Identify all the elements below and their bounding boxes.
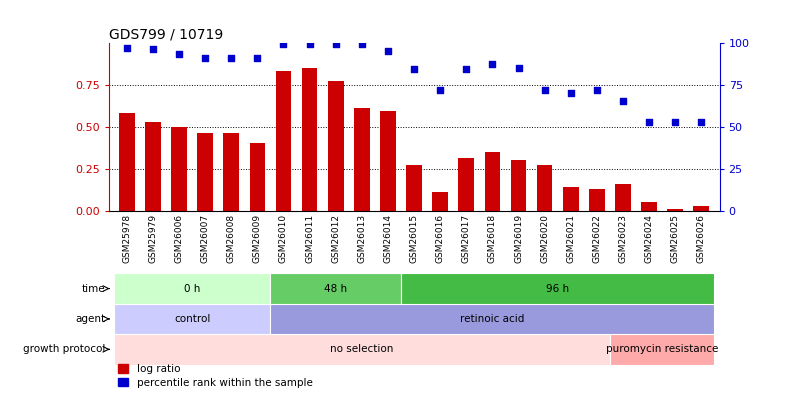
Text: GSM26025: GSM26025: [670, 214, 679, 263]
Bar: [223, 133, 238, 211]
Text: control: control: [173, 314, 210, 324]
Point: [146, 46, 159, 53]
Point: [407, 66, 420, 72]
Bar: [666, 209, 683, 211]
Bar: [270, 304, 714, 334]
Point: [277, 41, 290, 47]
Text: GSM26026: GSM26026: [696, 214, 705, 263]
Text: GSM26020: GSM26020: [540, 214, 548, 263]
Legend: log ratio, percentile rank within the sample: log ratio, percentile rank within the sa…: [113, 360, 316, 392]
Text: no selection: no selection: [330, 344, 393, 354]
Bar: [328, 81, 343, 211]
Point: [173, 51, 185, 58]
Text: GSM26015: GSM26015: [409, 214, 418, 263]
Point: [303, 41, 316, 47]
Point: [668, 118, 681, 125]
Bar: [614, 184, 630, 211]
Bar: [119, 113, 134, 211]
Bar: [484, 152, 499, 211]
Bar: [171, 126, 186, 211]
Text: GSM26013: GSM26013: [357, 214, 366, 263]
Bar: [197, 133, 213, 211]
Point: [251, 54, 263, 61]
Text: 96 h: 96 h: [545, 284, 569, 294]
Point: [642, 118, 654, 125]
Point: [537, 86, 550, 93]
Text: growth protocol: growth protocol: [23, 344, 105, 354]
Point: [225, 54, 238, 61]
Text: GSM26023: GSM26023: [618, 214, 626, 263]
Text: GSM26016: GSM26016: [435, 214, 444, 263]
Bar: [275, 71, 291, 211]
Point: [355, 41, 368, 47]
Text: GSM26009: GSM26009: [253, 214, 262, 263]
Bar: [380, 111, 395, 211]
Text: GSM26018: GSM26018: [487, 214, 496, 263]
Bar: [693, 206, 708, 211]
Point: [381, 48, 394, 54]
Text: GSM26024: GSM26024: [644, 214, 653, 262]
Text: GSM26017: GSM26017: [461, 214, 471, 263]
Bar: [406, 165, 422, 211]
Text: GDS799 / 10719: GDS799 / 10719: [108, 28, 222, 41]
Point: [485, 61, 498, 68]
Point: [694, 118, 707, 125]
Point: [120, 44, 133, 51]
Text: 48 h: 48 h: [324, 284, 347, 294]
Bar: [249, 143, 265, 211]
Text: agent: agent: [75, 314, 105, 324]
Bar: [432, 192, 447, 211]
Bar: [113, 334, 609, 364]
Point: [512, 64, 524, 71]
Text: time: time: [82, 284, 105, 294]
Point: [564, 90, 577, 96]
Bar: [562, 187, 578, 211]
Bar: [536, 165, 552, 211]
Text: GSM26008: GSM26008: [226, 214, 235, 263]
Bar: [510, 160, 526, 211]
Point: [329, 41, 342, 47]
Bar: [145, 122, 161, 211]
Point: [459, 66, 472, 72]
Text: GSM26012: GSM26012: [331, 214, 340, 263]
Text: GSM26022: GSM26022: [592, 214, 601, 262]
Text: GSM25979: GSM25979: [149, 214, 157, 263]
Point: [616, 98, 629, 104]
Bar: [641, 202, 656, 211]
Text: 0 h: 0 h: [184, 284, 200, 294]
Text: GSM26007: GSM26007: [201, 214, 210, 263]
Text: GSM26021: GSM26021: [565, 214, 574, 263]
Text: GSM26011: GSM26011: [304, 214, 314, 263]
Bar: [270, 273, 401, 304]
Bar: [458, 158, 474, 211]
Bar: [589, 189, 604, 211]
Point: [433, 86, 446, 93]
Text: puromycin resistance: puromycin resistance: [605, 344, 717, 354]
Text: GSM26010: GSM26010: [279, 214, 287, 263]
Text: GSM26019: GSM26019: [513, 214, 523, 263]
Text: GSM26014: GSM26014: [383, 214, 392, 263]
Bar: [609, 334, 714, 364]
Point: [589, 86, 602, 93]
Text: retinoic acid: retinoic acid: [459, 314, 524, 324]
Bar: [113, 273, 270, 304]
Text: GSM26006: GSM26006: [174, 214, 183, 263]
Text: GSM25978: GSM25978: [122, 214, 131, 263]
Point: [198, 54, 211, 61]
Bar: [401, 273, 714, 304]
Bar: [353, 108, 369, 211]
Bar: [301, 68, 317, 211]
Bar: [113, 304, 270, 334]
